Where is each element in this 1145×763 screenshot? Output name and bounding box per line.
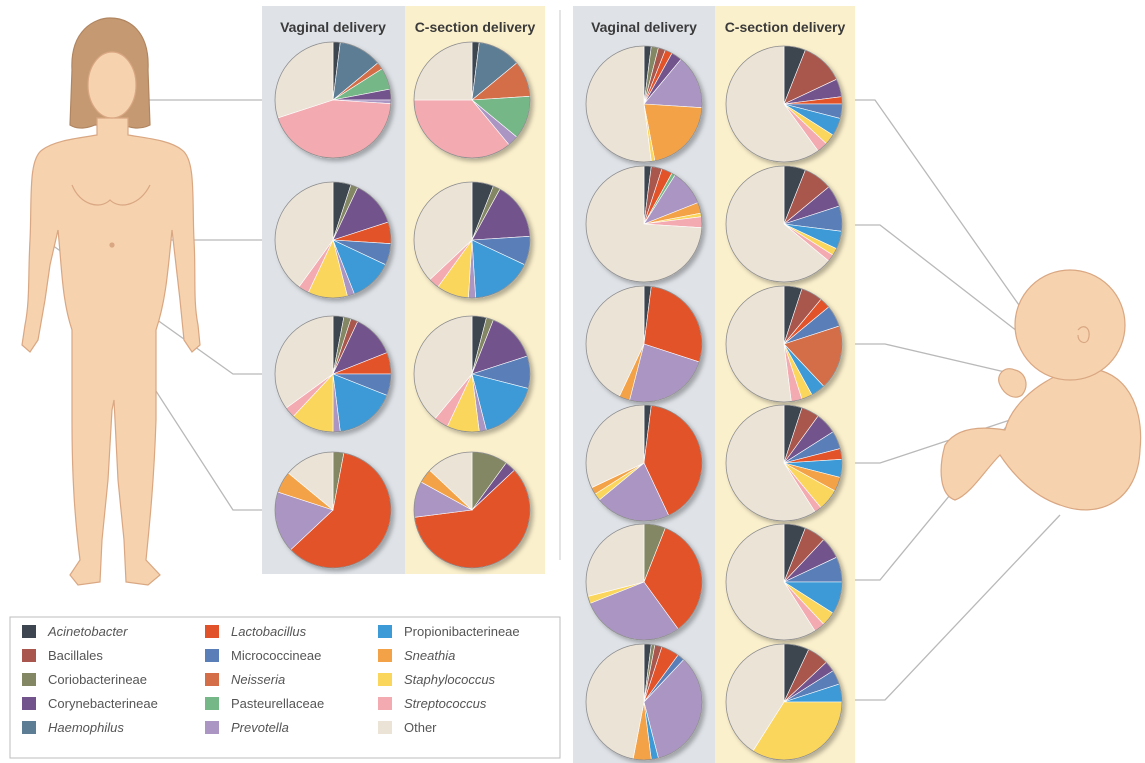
legend-swatch-corynebacterineae [22, 697, 36, 710]
connector-baby-nasopharynx [855, 224, 1036, 346]
pie-rim [413, 451, 531, 569]
pie-baby-skin-csection [725, 523, 843, 641]
legend-label-propionibacterineae: Propionibacterineae [404, 624, 520, 639]
pie-rim [725, 643, 843, 761]
pie-mother-vagina-vaginal [274, 451, 392, 569]
pie-rim [725, 285, 843, 403]
legend-swatch-haemophilus [22, 721, 36, 734]
baby-head [1014, 269, 1126, 381]
pie-baby-mouth-csection [725, 45, 843, 163]
legend-swatch-coriobacterineae [22, 673, 36, 686]
legend: Acinetobacter Lactobacillus Propionibacter… [22, 624, 520, 735]
pie-baby-meconium-vaginal [585, 643, 703, 761]
pie-rim [274, 451, 392, 569]
legend-swatch-sneathia [378, 649, 392, 662]
connector-baby-skin-1 [855, 343, 1006, 373]
legend-label-micrococcineae: Micrococcineae [231, 648, 321, 663]
legend-label-corynebacterineae: Corynebacterineae [48, 696, 158, 711]
pie-rim [413, 181, 531, 299]
pie-rim [725, 165, 843, 283]
legend-label-neisseria: Neisseria [231, 672, 285, 687]
legend-label-other: Other [404, 720, 437, 735]
mother-csection-header: C-section delivery [415, 19, 536, 35]
pie-baby-skin-csection [725, 285, 843, 403]
legend-label-prevotella: Prevotella [231, 720, 289, 735]
pie-baby-skin-csection [725, 404, 843, 522]
pie-mother-vagina-csection [413, 451, 531, 569]
pie-rim [585, 523, 703, 641]
pie-rim [585, 404, 703, 522]
baby-vaginal-header: Vaginal delivery [591, 19, 697, 35]
connector-baby-mouth [855, 99, 1041, 336]
baby-ear [1077, 326, 1090, 344]
baby-illustration [940, 269, 1142, 511]
legend-swatch-pasteurellaceae [205, 697, 219, 710]
pie-rim [725, 45, 843, 163]
pie-baby-nasopharynx-vaginal [585, 165, 703, 283]
legend-label-lactobacillus: Lactobacillus [231, 624, 307, 639]
baby-hand [998, 368, 1027, 398]
mother-illustration [21, 17, 201, 586]
pie-rim [413, 315, 531, 433]
legend-swatch-micrococcineae [205, 649, 219, 662]
pie-mother-skin-vaginal [274, 181, 392, 299]
pie-rim [585, 285, 703, 403]
legend-box [9, 616, 561, 759]
pie-baby-skin-vaginal [585, 404, 703, 522]
legend-swatch-lactobacillus [205, 625, 219, 638]
pie-baby-skin-vaginal [585, 523, 703, 641]
mother-navel [109, 242, 115, 248]
pie-baby-nasopharynx-csection [725, 165, 843, 283]
pie-rim [725, 523, 843, 641]
legend-swatch-prevotella [205, 721, 219, 734]
legend-swatch-other [378, 721, 392, 734]
pie-rim [585, 165, 703, 283]
pie-rim [274, 315, 392, 433]
pie-mother-mouth-vaginal [274, 41, 392, 159]
legend-label-streptococcus: Streptococcus [404, 696, 487, 711]
pie-charts [274, 41, 843, 761]
legend-label-pasteurellaceae: Pasteurellaceae [231, 696, 324, 711]
legend-label-coriobacterineae: Coriobacterineae [48, 672, 147, 687]
legend-label-staphylococcus: Staphylococcus [404, 672, 496, 687]
pie-baby-skin-vaginal [585, 285, 703, 403]
legend-label-acinetobacter: Acinetobacter [47, 624, 128, 639]
connector-lines [44, 99, 1061, 701]
legend-label-bacillales: Bacillales [48, 648, 103, 663]
legend-label-sneathia: Sneathia [404, 648, 455, 663]
pie-rim [585, 643, 703, 761]
pie-rim [274, 41, 392, 159]
legend-swatch-propionibacterineae [378, 625, 392, 638]
legend-swatch-bacillales [22, 649, 36, 662]
mother-bust-line [71, 184, 151, 206]
pie-mother-skin-csection [413, 181, 531, 299]
legend-label-haemophilus: Haemophilus [48, 720, 124, 735]
legend-swatch-streptococcus [378, 697, 392, 710]
mother-body [21, 117, 201, 586]
legend-swatch-acinetobacter [22, 625, 36, 638]
baby-body [940, 367, 1142, 511]
pie-rim [274, 181, 392, 299]
pie-baby-mouth-vaginal [585, 45, 703, 163]
pie-mother-mouth-csection [413, 41, 531, 159]
pie-rim [413, 41, 531, 159]
legend-swatch-neisseria [205, 673, 219, 686]
pie-mother-skin-csection [413, 315, 531, 433]
pie-rim [725, 404, 843, 522]
mother-vaginal-header: Vaginal delivery [280, 19, 386, 35]
pie-rim [585, 45, 703, 163]
baby-csection-header: C-section delivery [725, 19, 846, 35]
legend-swatch-staphylococcus [378, 673, 392, 686]
mother-face [87, 51, 137, 119]
pie-baby-meconium-csection [725, 643, 843, 761]
pie-mother-skin-vaginal [274, 315, 392, 433]
connector-baby-meconium [855, 514, 1061, 701]
